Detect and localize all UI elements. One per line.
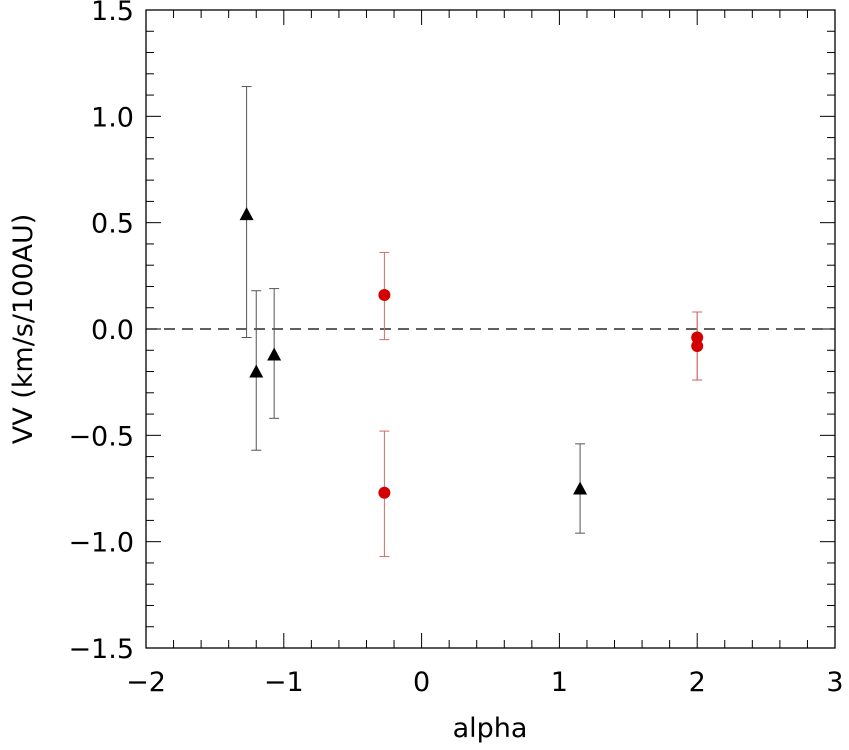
x-tick-label: 3 <box>826 667 843 698</box>
x-tick-label: −1 <box>264 667 304 698</box>
triangle-marker <box>267 347 282 361</box>
x-tick-label: 2 <box>689 667 706 698</box>
x-tick-label: −2 <box>126 667 166 698</box>
x-tick-labels: −2 −1 0 1 2 3 <box>126 667 844 698</box>
y-tick-label: −1.5 <box>68 634 134 665</box>
x-tick-label: 1 <box>551 667 568 698</box>
y-tick-label: 0.5 <box>91 209 134 240</box>
y-tick-label: −0.5 <box>68 421 134 452</box>
y-tick-label: 1.0 <box>91 102 134 133</box>
circle-marker <box>378 486 391 499</box>
triangle-marker <box>239 207 254 221</box>
error-bars <box>241 86 703 558</box>
y-tick-label: 0.0 <box>91 315 134 346</box>
x-axis-title: alpha <box>453 713 528 744</box>
x-tick-label: 0 <box>413 667 430 698</box>
circle-marker <box>691 331 704 344</box>
y-axis-title: VV (km/s/100AU) <box>8 214 39 445</box>
data-markers <box>239 207 704 499</box>
triangle-marker <box>249 364 264 378</box>
y-tick-label: 1.5 <box>91 0 134 27</box>
circle-marker <box>691 340 704 353</box>
y-tick-labels: −1.5 −1.0 −0.5 0.0 0.5 1.0 1.5 <box>68 0 134 665</box>
circle-marker <box>378 288 391 301</box>
triangle-marker <box>573 481 588 495</box>
y-tick-label: −1.0 <box>68 528 134 559</box>
